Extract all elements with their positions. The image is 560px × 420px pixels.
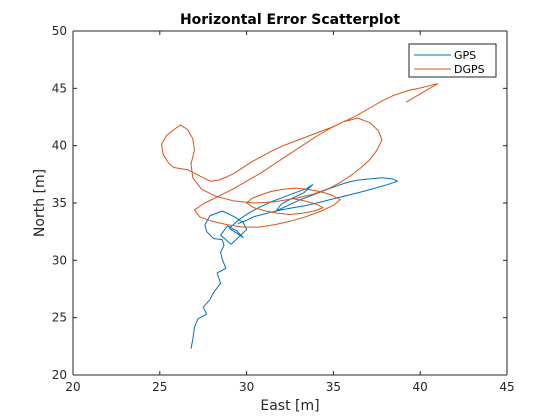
ticks-layer: 20 25 30 35 40 45 20 25 30 35 40 45 50 bbox=[52, 24, 515, 394]
x-tick-label: 35 bbox=[326, 380, 341, 394]
legend-gps-label: GPS bbox=[454, 49, 476, 62]
legend-box bbox=[408, 43, 497, 78]
series-line-dgps bbox=[161, 83, 439, 228]
y-tick-label: 20 bbox=[52, 368, 67, 382]
x-axis-label: East [m] bbox=[260, 398, 319, 414]
x-tick-label: 30 bbox=[239, 380, 254, 394]
y-tick-label: 30 bbox=[52, 253, 67, 267]
x-tick-label: 20 bbox=[65, 380, 80, 394]
y-tick-label: 35 bbox=[52, 196, 67, 210]
x-tick-label: 25 bbox=[152, 380, 167, 394]
y-tick-label: 45 bbox=[52, 81, 67, 95]
legend: GPS DGPS bbox=[408, 43, 497, 78]
y-tick-label: 50 bbox=[52, 24, 67, 38]
y-axis-label: North [m] bbox=[32, 169, 48, 237]
series-layer bbox=[161, 83, 439, 349]
chart-title: Horizontal Error Scatterplot bbox=[180, 12, 400, 28]
x-tick-label: 40 bbox=[413, 380, 428, 394]
x-tick-label: 45 bbox=[499, 380, 514, 394]
plot-area bbox=[73, 31, 507, 375]
y-tick-label: 40 bbox=[52, 139, 67, 153]
legend-dgps-label: DGPS bbox=[454, 63, 485, 76]
y-tick-label: 25 bbox=[52, 311, 67, 325]
